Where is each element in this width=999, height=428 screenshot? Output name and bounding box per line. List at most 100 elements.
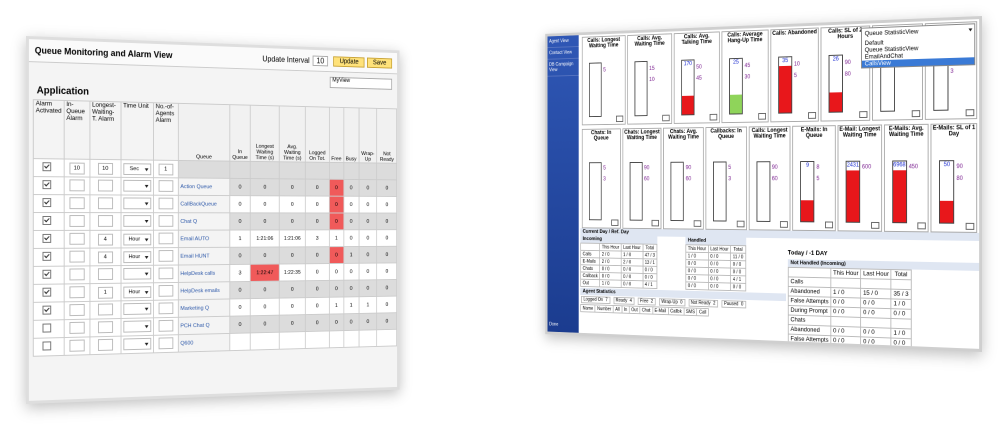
queue-value: 0: [344, 179, 359, 196]
gauge-fill: [801, 201, 813, 222]
gauge-button[interactable]: [825, 222, 833, 229]
queue-name[interactable]: HelpDesk emails: [178, 282, 229, 300]
alarm-input[interactable]: 1: [158, 163, 173, 175]
gauge-button[interactable]: [758, 113, 766, 120]
nav-item[interactable]: DB Campaign View: [548, 59, 579, 77]
alarm-input[interactable]: 10: [69, 162, 84, 174]
button[interactable]: Save: [367, 57, 392, 68]
alarm-cell: 10: [90, 159, 121, 177]
alarm-cell: 4: [90, 230, 121, 248]
time-unit-select[interactable]: [123, 337, 151, 349]
queue-name[interactable]: Chat Q: [178, 213, 229, 230]
time-unit-select[interactable]: [123, 179, 151, 191]
checkbox[interactable]: [43, 323, 52, 332]
alarm-input[interactable]: 4: [98, 233, 113, 245]
checkbox[interactable]: [43, 341, 52, 350]
gauge-tube: 35: [778, 56, 792, 113]
alarm-input[interactable]: [158, 284, 173, 296]
checkbox[interactable]: [43, 162, 52, 171]
gauge-button[interactable]: [918, 222, 926, 229]
checkbox[interactable]: [43, 306, 52, 315]
alarm-input[interactable]: [69, 197, 84, 209]
alarm-input[interactable]: [69, 232, 84, 244]
alarm-input[interactable]: [158, 215, 173, 227]
view-dropdown[interactable]: Queue StatisticView Default Queue Statisti…: [861, 23, 975, 68]
alarm-input[interactable]: 4: [98, 251, 113, 263]
gauge-button[interactable]: [966, 223, 975, 230]
update-interval[interactable]: 10: [312, 55, 328, 66]
checkbox[interactable]: [43, 180, 52, 189]
view-select[interactable]: MyView: [330, 77, 392, 90]
time-unit-select[interactable]: [123, 320, 151, 332]
checkbox[interactable]: [43, 288, 52, 297]
gauge-button[interactable]: [611, 219, 618, 225]
queue-name[interactable]: Action Queue: [178, 178, 229, 196]
button[interactable]: Update: [334, 56, 365, 67]
gauge-button[interactable]: [652, 220, 659, 227]
alarm-input[interactable]: [98, 215, 113, 227]
time-unit-select[interactable]: [123, 267, 151, 279]
alarm-input[interactable]: [158, 180, 173, 192]
alarm-input[interactable]: 1: [98, 286, 113, 298]
alarm-header: No.-of-Agents Alarm: [153, 103, 178, 161]
cell: 35 / 3: [891, 289, 911, 299]
gauge-button[interactable]: [808, 112, 816, 119]
gauge-button[interactable]: [662, 115, 669, 122]
time-unit-select[interactable]: [123, 215, 151, 227]
queue-name[interactable]: HelpDesk calls: [178, 265, 229, 283]
gauge-button[interactable]: [859, 111, 867, 118]
time-unit-select[interactable]: Sec: [123, 163, 151, 175]
alarm-input[interactable]: [69, 286, 84, 298]
alarm-input[interactable]: [98, 179, 113, 191]
time-unit-select[interactable]: [123, 302, 151, 314]
queue-name[interactable]: PCH Chat Q: [178, 316, 229, 335]
alarm-input[interactable]: [98, 303, 113, 315]
alarm-input[interactable]: [98, 268, 113, 280]
alarm-input[interactable]: [158, 337, 173, 349]
gauge-value: 6968: [893, 162, 906, 168]
checkbox[interactable]: [43, 216, 52, 225]
gauge-button[interactable]: [871, 222, 879, 229]
alarm-input[interactable]: [69, 268, 84, 280]
queue-value: 0: [250, 213, 279, 230]
time-unit-select[interactable]: Hour: [123, 233, 151, 245]
checkbox[interactable]: [43, 270, 52, 279]
alarm-input[interactable]: [69, 250, 84, 262]
time-unit-select[interactable]: Hour: [123, 251, 151, 263]
alarm-input[interactable]: [158, 197, 173, 209]
alarm-input[interactable]: [69, 321, 84, 333]
alarm-input[interactable]: [69, 339, 84, 351]
alarm-input[interactable]: [69, 303, 84, 315]
checkbox[interactable]: [43, 234, 52, 243]
alarm-input[interactable]: 10: [98, 162, 113, 174]
gauge-button[interactable]: [966, 109, 975, 116]
queue-name[interactable]: CallBackQueue: [178, 195, 229, 213]
alarm-input[interactable]: [69, 179, 84, 191]
queue-name[interactable]: Marketing Q: [178, 299, 229, 317]
time-unit-select[interactable]: Hour: [123, 286, 151, 298]
alarm-input[interactable]: [98, 321, 113, 333]
alarm-input[interactable]: [98, 197, 113, 209]
gauge-button[interactable]: [780, 221, 788, 228]
alarm-input[interactable]: [158, 250, 173, 262]
queue-value: 0: [344, 263, 359, 280]
gauge-button[interactable]: [694, 220, 702, 227]
queue-name[interactable]: Q600: [178, 333, 229, 352]
alarm-input[interactable]: [98, 338, 113, 350]
alarm-cell: [64, 248, 90, 266]
gauge-button[interactable]: [616, 116, 623, 123]
alarm-input[interactable]: [158, 232, 173, 244]
gauge-label: 5: [728, 165, 731, 171]
alarm-input[interactable]: [158, 319, 173, 331]
gauge-button[interactable]: [710, 114, 718, 121]
gauge-button[interactable]: [912, 110, 920, 117]
queue-name[interactable]: Email AUTO: [178, 230, 229, 248]
queue-name[interactable]: Email HUNT: [178, 247, 229, 265]
checkbox[interactable]: [43, 252, 52, 261]
gauge-button[interactable]: [737, 221, 745, 228]
checkbox[interactable]: [43, 198, 52, 207]
alarm-input[interactable]: [158, 302, 173, 314]
alarm-input[interactable]: [69, 215, 84, 227]
alarm-input[interactable]: [158, 267, 173, 279]
time-unit-select[interactable]: [123, 197, 151, 209]
